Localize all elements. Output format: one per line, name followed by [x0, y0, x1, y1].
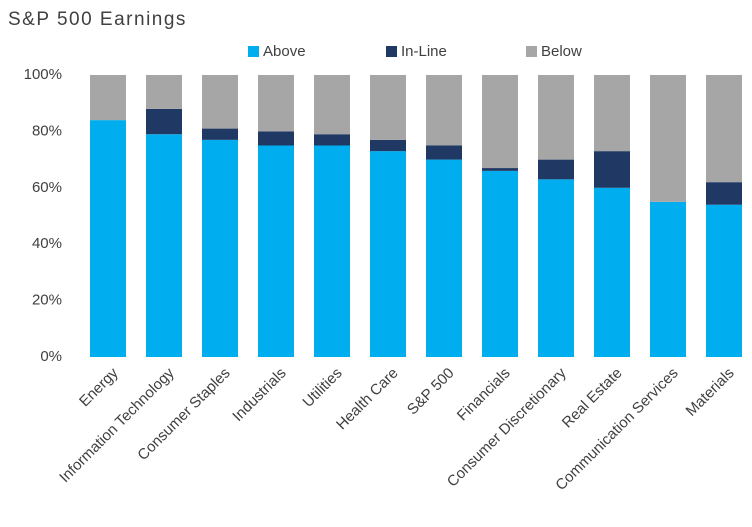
- bar-segment: [202, 75, 238, 129]
- y-tick-label: 60%: [32, 179, 62, 196]
- bar-segment: [258, 131, 294, 146]
- bar-segment: [538, 179, 574, 357]
- x-tick-label: Financials: [454, 365, 514, 425]
- bar-segment: [202, 139, 238, 357]
- x-tick-label: S&P 500: [404, 365, 458, 419]
- bar-segment: [650, 75, 686, 202]
- bar-segment: [482, 170, 518, 357]
- bar-segment: [146, 75, 182, 109]
- legend-label: In-Line: [401, 43, 447, 60]
- bar-segment: [314, 145, 350, 357]
- bar-segment: [538, 159, 574, 180]
- bar-segment: [258, 75, 294, 132]
- legend-label: Below: [541, 43, 582, 60]
- x-tick-label: Utilities: [299, 365, 345, 411]
- bar-segment: [90, 75, 126, 121]
- bar-segment: [594, 187, 630, 357]
- x-tick-label: Industrials: [229, 365, 289, 425]
- bar-segment: [650, 201, 686, 357]
- bar-segment: [482, 168, 518, 171]
- y-tick-label: 80%: [32, 122, 62, 139]
- bar-segment: [314, 134, 350, 146]
- bar-segment: [370, 75, 406, 140]
- chart-title: S&P 500 Earnings: [8, 9, 187, 30]
- bar-segment: [426, 159, 462, 357]
- legend-swatch: [248, 46, 259, 57]
- bar-segment: [258, 145, 294, 357]
- bar-segment: [202, 128, 238, 140]
- legend-label: Above: [263, 43, 306, 60]
- bar-segment: [146, 134, 182, 357]
- x-tick-label: Materials: [683, 365, 738, 420]
- bar-segment: [146, 108, 182, 135]
- bar-segment: [706, 75, 742, 183]
- bar-segment: [426, 145, 462, 160]
- x-tick-label: Consumer Staples: [134, 365, 233, 464]
- legend-swatch: [386, 46, 397, 57]
- y-tick-label: 20%: [32, 292, 62, 309]
- bar-segment: [706, 182, 742, 205]
- bar-segment: [706, 204, 742, 357]
- y-tick-label: 100%: [24, 66, 62, 83]
- y-tick-label: 40%: [32, 235, 62, 252]
- bar-segment: [482, 75, 518, 169]
- bar-segment: [426, 75, 462, 146]
- bar-segment: [90, 120, 126, 358]
- bar-segment: [594, 151, 630, 188]
- x-tick-label: Energy: [76, 364, 122, 410]
- legend-swatch: [526, 46, 537, 57]
- bar-segment: [594, 75, 630, 152]
- bar-segment: [370, 139, 406, 152]
- y-tick-label: 0%: [40, 348, 62, 365]
- bar-segment: [538, 75, 574, 160]
- bar-segment: [370, 151, 406, 357]
- bar-segment: [314, 75, 350, 135]
